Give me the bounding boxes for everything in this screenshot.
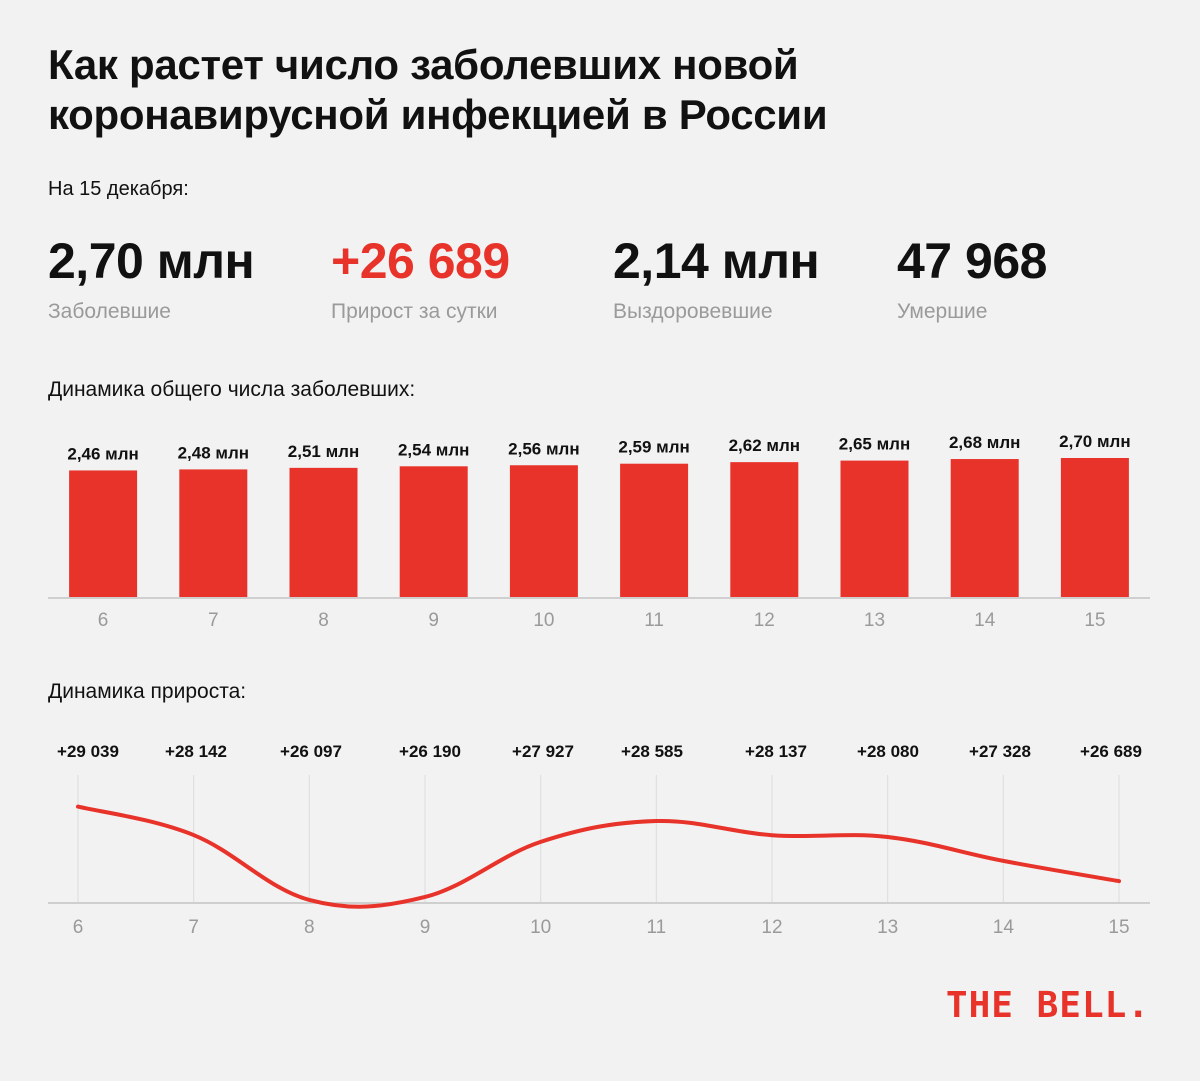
point-value-label: +26 097 (280, 742, 342, 761)
x-tick-label: 13 (877, 917, 898, 938)
point-value-label: +27 328 (969, 742, 1031, 761)
bar-value-label: 2,65 млн (839, 435, 910, 454)
brand-logo: THE BELL. (945, 985, 1150, 1026)
bar-value-label: 2,62 млн (729, 436, 800, 455)
line-chart-title: Динамика прироста: (48, 680, 247, 703)
bar-10 (509, 465, 578, 598)
stat-value: 47 968 (897, 233, 1047, 289)
bar-7 (179, 469, 248, 598)
bar-13 (840, 460, 909, 598)
bar-value-label: 2,46 млн (67, 444, 138, 463)
bar-8 (289, 467, 358, 598)
bar-chart-title: Динамика общего числа заболевших: (48, 378, 416, 401)
total-cases-bar-chart: 2,46 млн 6 2,48 млн 7 2,51 млн 8 2,54 млн 9 2,56… (48, 432, 1150, 631)
x-tick-label: 12 (761, 917, 782, 938)
stat-value: +26 689 (331, 233, 510, 289)
x-tick-label: 12 (754, 610, 775, 631)
x-tick-label: 8 (304, 917, 315, 938)
point-value-label: +29 039 (57, 742, 119, 761)
stat-value: 2,14 млн (613, 233, 820, 289)
bar-value-label: 2,59 млн (618, 438, 689, 457)
x-tick-label: 15 (1108, 917, 1129, 938)
x-tick-label: 9 (428, 610, 439, 631)
stat-cases: 2,70 млн Заболевшие (48, 232, 318, 324)
x-tick-label: 14 (993, 917, 1015, 938)
bar-value-label: 2,54 млн (398, 440, 469, 459)
x-tick-label: 7 (208, 610, 219, 631)
bar-6 (69, 470, 138, 598)
daily-increase-line-chart: +29 039 6 +28 142 7 +26 097 8 +26 190 9 +27 927 1… (48, 742, 1150, 938)
x-tick-label: 11 (644, 610, 664, 631)
bar-9 (399, 466, 468, 598)
x-tick-label: 8 (318, 610, 329, 631)
stat-recovered: 2,14 млн Выздоровевшие (613, 232, 883, 324)
x-tick-label: 11 (646, 917, 666, 938)
stat-label: Умершие (897, 300, 988, 323)
bar-12 (730, 462, 799, 598)
bar-value-label: 2,48 млн (178, 443, 249, 462)
stat-label: Заболевшие (48, 300, 171, 323)
point-value-label: +28 142 (165, 742, 227, 761)
x-tick-label: 15 (1084, 610, 1105, 631)
bar-value-label: 2,70 млн (1059, 432, 1130, 451)
x-tick-label: 13 (864, 610, 885, 631)
x-tick-label: 6 (73, 917, 84, 938)
point-value-label: +27 927 (512, 742, 574, 761)
point-value-label: +26 190 (399, 742, 461, 761)
stat-value: 2,70 млн (48, 233, 255, 289)
bar-14 (950, 459, 1019, 598)
page-title: Как растет число заболевших новой корона… (48, 41, 828, 138)
point-value-label: +28 137 (745, 742, 807, 761)
point-value-label: +28 585 (621, 742, 683, 761)
stat-daily-increase: +26 689 Прирост за сутки (331, 232, 601, 324)
bar-value-label: 2,56 млн (508, 439, 579, 458)
bar-value-label: 2,68 млн (949, 433, 1020, 452)
stat-label: Выздоровевшие (613, 300, 773, 323)
series-line (76, 804, 1121, 909)
x-tick-label: 10 (530, 917, 551, 938)
bar-value-label: 2,51 млн (288, 442, 359, 461)
x-tick-label: 6 (98, 610, 109, 631)
stat-label: Прирост за сутки (331, 300, 498, 323)
bar-15 (1060, 458, 1129, 598)
x-tick-label: 14 (974, 610, 996, 631)
x-tick-label: 10 (533, 610, 554, 631)
as-of-date: На 15 декабря: (48, 178, 189, 200)
x-tick-label: 7 (188, 917, 199, 938)
point-value-label: +28 080 (857, 742, 919, 761)
stat-deaths: 47 968 Умершие (897, 232, 1167, 324)
point-value-label: +26 689 (1080, 742, 1142, 761)
x-tick-label: 9 (420, 917, 431, 938)
bar-11 (620, 463, 689, 598)
